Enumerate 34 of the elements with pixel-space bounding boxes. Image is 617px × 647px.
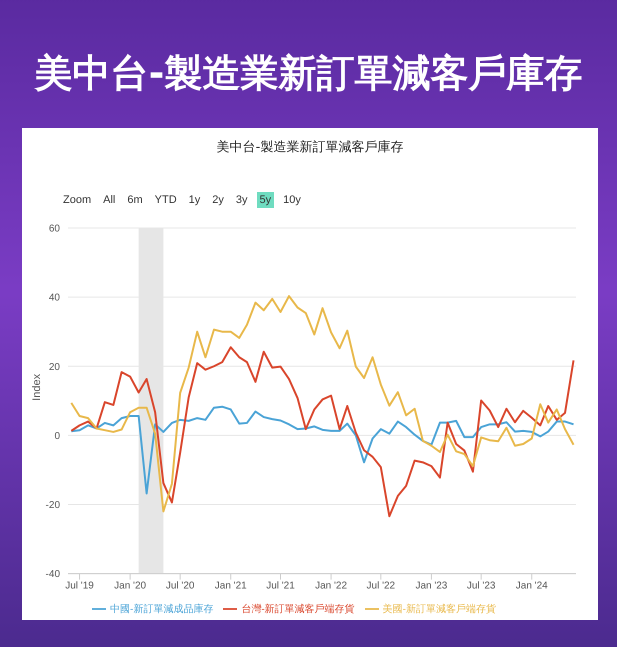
text: 5y: [256, 192, 274, 208]
line-series: [70, 406, 575, 494]
y-tick-label: -20: [46, 500, 60, 512]
text: 1y: [188, 193, 202, 208]
text: Zoom: [62, 193, 92, 208]
text: 6m: [126, 193, 144, 208]
x-tick-label: Jul '19: [65, 580, 94, 592]
text: All: [102, 193, 116, 208]
line-series: [70, 346, 575, 518]
y-tick-label: -40: [46, 569, 60, 580]
text: YTD: [154, 193, 178, 208]
x-tick-label: Jan '22: [315, 580, 348, 592]
x-tick-label: Jan '20: [114, 580, 147, 592]
x-tick-label: Jul '21: [266, 580, 296, 592]
y-axis-title: Index: [30, 373, 43, 401]
line-series: [70, 295, 575, 512]
text: 2y: [211, 193, 225, 208]
chart-subtitle: 美中台-製造業新訂單減客戶庫存: [216, 139, 404, 156]
x-tick-label: Jan '21: [214, 580, 248, 592]
x-tick-label: Jan '24: [516, 580, 548, 592]
legend-label: 台灣-新訂單減客戶端存貨: [241, 604, 355, 615]
x-tick-label: Jan '23: [415, 580, 448, 592]
legend-label: 中國-新訂單減成品庫存: [110, 604, 214, 615]
text: 10y: [282, 193, 302, 208]
y-tick-label: 60: [48, 224, 60, 235]
chart-title: 美中台-製造業新訂單減客戶庫存: [33, 50, 584, 97]
y-tick-label: 20: [48, 362, 60, 373]
y-tick-label: 0: [54, 430, 60, 442]
y-tick-label: 40: [48, 292, 60, 304]
legend-label: 美國-新訂單減客戶端存貨: [382, 604, 496, 615]
x-tick-label: Jul '20: [166, 580, 195, 592]
x-tick-label: Jul '22: [366, 580, 396, 592]
text: 3y: [234, 193, 249, 208]
x-tick-label: Jul '23: [466, 580, 496, 592]
